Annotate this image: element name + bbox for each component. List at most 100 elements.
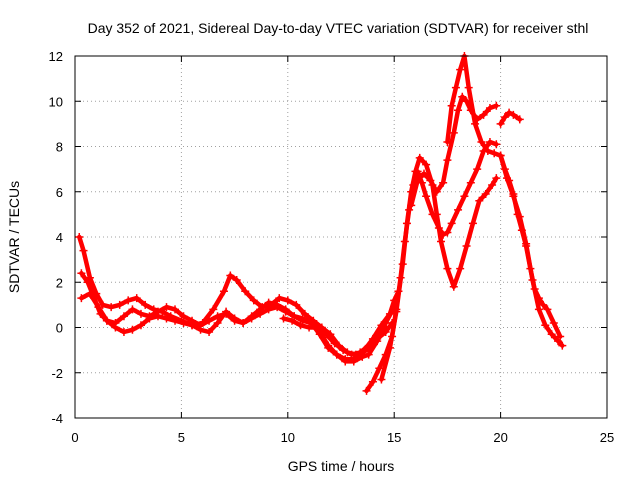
chart-title: Day 352 of 2021, Sidereal Day-to-day VTE… [88,20,589,36]
data-point [232,275,241,284]
y-tick-label: -2 [51,366,63,381]
data-point [264,305,273,314]
data-point [364,350,373,359]
x-tick-label: 10 [281,430,295,445]
data-point [305,323,314,332]
data-point [373,334,382,343]
axis-ticks: 0 5 10 15 20 25 -4 -2 0 2 4 6 8 10 12 [49,49,615,445]
data-point [443,228,452,237]
y-tick-label: 12 [49,49,63,64]
data-point [483,147,492,156]
data-point [279,314,288,323]
data-point [230,314,239,323]
data-point [205,328,214,337]
data-point [460,192,469,201]
data-point [330,339,339,348]
data-point [541,321,550,330]
data-point [437,237,446,246]
data-point [205,316,214,325]
data-point [402,219,411,228]
data-point [298,314,307,323]
data-point [290,312,299,321]
data-point [509,190,518,199]
data-point [136,321,145,330]
data-point [517,226,526,235]
data-point [273,300,282,309]
data-point [377,375,386,384]
data-point [522,242,531,251]
data-point [119,328,128,337]
series-line [79,270,397,364]
series-track-1 [75,233,403,359]
data-point [209,305,218,314]
data-point [526,264,535,273]
data-point [454,205,463,214]
data-point [534,294,543,303]
data-point [145,314,154,323]
data-point [485,104,494,113]
data-point [443,137,452,146]
data-point [324,343,333,352]
data-point [443,264,452,273]
data-point [119,312,128,321]
y-tick-label: 0 [56,321,63,336]
data-point [496,119,505,128]
data-point [496,151,505,160]
series-track-10 [496,151,565,341]
data-point [362,386,371,395]
data-point [543,305,552,314]
data-point [558,341,567,350]
data-point [102,316,111,325]
data-point [288,316,297,325]
data-point [364,341,373,350]
data-point [454,106,463,115]
data-point [530,285,539,294]
data-point [249,296,258,305]
data-point [539,300,548,309]
data-point [505,176,514,185]
data-point [468,219,477,228]
data-point [426,176,435,185]
data-point [339,346,348,355]
data-point [313,323,322,332]
data-point [281,305,290,314]
data-point [556,332,565,341]
data-series [75,52,567,395]
data-point [124,296,133,305]
data-point [422,192,431,201]
data-point [77,294,86,303]
data-point [264,298,273,307]
data-point [300,309,309,318]
data-point [439,178,448,187]
data-point [256,305,265,314]
data-point [179,318,188,327]
data-point [375,364,384,373]
y-axis-label: SDTVAR / TECUs [6,181,22,293]
data-point [462,242,471,251]
y-tick-label: 8 [56,140,63,155]
data-point [458,92,467,101]
data-point [128,325,137,334]
data-point [241,287,250,296]
data-point [534,305,543,314]
x-tick-label: 0 [71,430,78,445]
data-point [98,300,107,309]
data-point [492,140,501,149]
data-point [275,294,284,303]
data-point [381,328,390,337]
x-tick-label: 5 [178,430,185,445]
series-track-6 [377,153,501,384]
data-point [449,128,458,137]
data-point [432,210,441,219]
y-tick-label: 2 [56,275,63,290]
series-track-3 [77,289,390,364]
data-point [347,350,356,359]
data-point [292,300,301,309]
data-point [475,196,484,205]
data-point [94,303,103,312]
data-point [490,149,499,158]
data-point [464,83,473,92]
grid [75,56,607,418]
data-point [196,325,205,334]
data-point [456,264,465,273]
